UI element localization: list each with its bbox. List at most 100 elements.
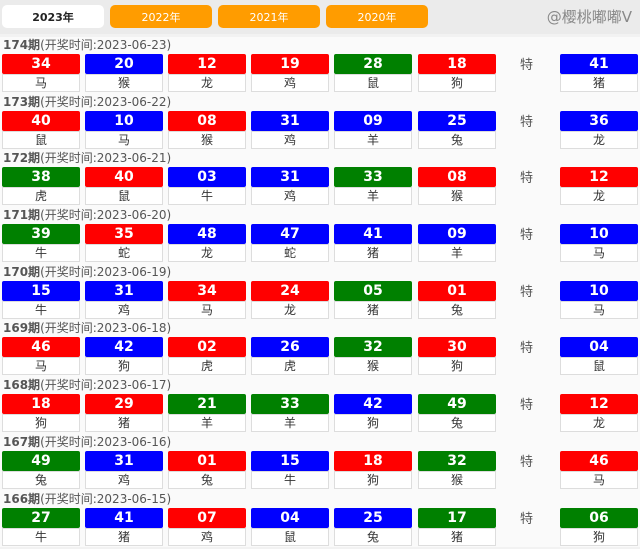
zodiac: 蛇 xyxy=(85,244,163,263)
zodiac: 马 xyxy=(560,470,638,489)
special-ball: 10 马 xyxy=(560,224,638,263)
zodiac: 羊 xyxy=(168,414,246,433)
ball-number: 08 xyxy=(418,167,496,188)
zodiac: 鸡 xyxy=(251,187,329,206)
special-ball: 06 狗 xyxy=(560,507,638,546)
zodiac: 牛 xyxy=(2,244,80,263)
zodiac: 猪 xyxy=(418,527,496,546)
ball: 20 猴 xyxy=(85,54,163,92)
tab-2022[interactable]: 2022年 xyxy=(110,5,212,28)
special-label: 特 xyxy=(520,398,534,414)
ball-number: 29 xyxy=(85,394,163,415)
ball: 47 蛇 xyxy=(251,224,329,263)
zodiac: 狗 xyxy=(334,414,412,433)
draw-row: 167期(开奖时间:2023-06-16) 49 兔 31 鸡 01 兔 15 牛 18 狗 32 猴特… xyxy=(0,433,640,491)
ball: 32 猴 xyxy=(418,450,496,489)
zodiac: 羊 xyxy=(418,244,496,263)
ball-number: 02 xyxy=(168,337,246,358)
ball-number: 33 xyxy=(251,394,329,415)
ball-number: 01 xyxy=(418,280,496,301)
ball-number: 18 xyxy=(418,54,496,74)
ball: 41 猪 xyxy=(334,224,412,263)
ball: 34 马 xyxy=(2,54,80,92)
tab-2023[interactable]: 2023年 xyxy=(2,5,104,28)
ball: 18 狗 xyxy=(2,394,80,433)
ball-number: 15 xyxy=(251,450,329,471)
draw-row: 166期(开奖时间:2023-06-15) 27 牛 41 猪 07 鸡 04 鼠 25 兔 17 猪特… xyxy=(0,490,640,548)
zodiac: 狗 xyxy=(85,357,163,376)
zodiac: 狗 xyxy=(418,74,496,92)
ball: 41 猪 xyxy=(85,507,163,546)
zodiac: 兔 xyxy=(418,414,496,433)
tab-2021[interactable]: 2021年 xyxy=(218,5,320,28)
draw-time: (开奖时间:2023-06-19) xyxy=(40,264,172,279)
ball-number: 31 xyxy=(251,167,329,188)
ball-number: 10 xyxy=(560,224,638,245)
ball: 32 猴 xyxy=(334,337,412,376)
zodiac: 兔 xyxy=(2,470,80,489)
zodiac: 猪 xyxy=(334,300,412,319)
ball-number: 25 xyxy=(334,507,412,528)
draw-row: 168期(开奖时间:2023-06-17) 18 狗 29 猪 21 羊 33 羊 42 狗 49 兔特… xyxy=(0,377,640,434)
ball-number: 12 xyxy=(560,394,638,415)
draw-time: (开奖时间:2023-06-18) xyxy=(40,321,172,336)
ball: 25 兔 xyxy=(418,110,496,149)
special-ball: 46 马 xyxy=(560,450,638,489)
zodiac: 马 xyxy=(560,244,638,263)
zodiac: 狗 xyxy=(560,527,638,546)
ball-number: 41 xyxy=(334,224,412,245)
ball-number: 46 xyxy=(2,337,80,358)
ball-number: 36 xyxy=(560,110,638,131)
year-tabs: 2023年 2022年 2021年 2020年 @樱桃嘟嘟V xyxy=(0,0,640,34)
ball: 26 虎 xyxy=(251,337,329,376)
draw-header: 173期(开奖时间:2023-06-22) xyxy=(3,94,171,110)
ball: 46 马 xyxy=(2,337,80,376)
tab-2020[interactable]: 2020年 xyxy=(326,5,428,28)
special-ball: 41 猪 xyxy=(560,54,638,92)
ball: 31 鸡 xyxy=(251,110,329,149)
ball: 17 猪 xyxy=(418,507,496,546)
ball-number: 40 xyxy=(85,167,163,188)
zodiac: 鸡 xyxy=(168,527,246,546)
ball-number: 03 xyxy=(168,167,246,188)
ball-number: 32 xyxy=(418,450,496,471)
ball-number: 19 xyxy=(251,54,329,74)
ball: 01 兔 xyxy=(418,280,496,319)
ball-number: 04 xyxy=(560,337,638,358)
ball-number: 42 xyxy=(334,394,412,415)
zodiac: 鼠 xyxy=(560,357,638,376)
ball: 40 鼠 xyxy=(2,110,80,149)
special-label: 特 xyxy=(520,171,534,187)
ball: 24 龙 xyxy=(251,280,329,319)
zodiac: 兔 xyxy=(418,300,496,319)
ball: 01 兔 xyxy=(168,450,246,489)
ball-number: 07 xyxy=(168,507,246,528)
ball-number: 48 xyxy=(168,224,246,245)
ball: 34 马 xyxy=(168,280,246,319)
ball-number: 26 xyxy=(251,337,329,358)
draw-row: 174期(开奖时间:2023-06-23) 34 马 20 猴 12 龙 19 鸡 28 鼠 18 狗特… xyxy=(0,37,640,94)
ball: 30 狗 xyxy=(418,337,496,376)
ball: 08 猴 xyxy=(168,110,246,149)
ball-number: 34 xyxy=(168,280,246,301)
ball: 15 牛 xyxy=(251,450,329,489)
ball: 03 牛 xyxy=(168,167,246,206)
draw-time: (开奖时间:2023-06-20) xyxy=(40,208,172,223)
zodiac: 猴 xyxy=(168,130,246,149)
ball-number: 21 xyxy=(168,394,246,415)
ball-number: 09 xyxy=(334,110,412,131)
zodiac: 鸡 xyxy=(85,300,163,319)
draw-time: (开奖时间:2023-06-22) xyxy=(40,94,172,109)
period: 169期 xyxy=(3,321,41,336)
ball-number: 09 xyxy=(418,224,496,245)
ball-number: 33 xyxy=(334,167,412,188)
special-label: 特 xyxy=(520,58,534,73)
zodiac: 兔 xyxy=(334,527,412,546)
ball: 31 鸡 xyxy=(85,450,163,489)
special-ball: 04 鼠 xyxy=(560,337,638,376)
ball-number: 31 xyxy=(85,280,163,301)
ball: 29 猪 xyxy=(85,394,163,433)
draw-header: 167期(开奖时间:2023-06-16) xyxy=(3,434,171,450)
ball-number: 41 xyxy=(560,54,638,74)
draw-list: 174期(开奖时间:2023-06-23) 34 马 20 猴 12 龙 19 鸡 28 鼠 18 狗特… xyxy=(0,34,640,548)
